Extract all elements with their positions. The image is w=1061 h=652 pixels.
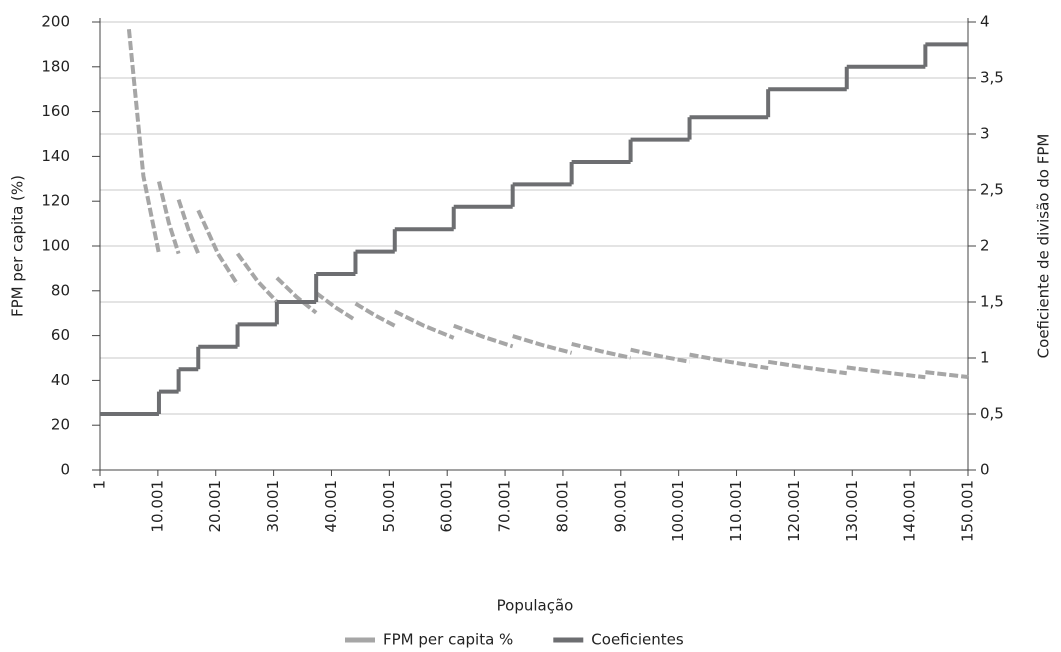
x-tick-label: 70.001	[496, 480, 514, 533]
y-tick-label: 180	[41, 57, 70, 75]
y2-tick-label: 3	[980, 125, 990, 143]
x-tick-label: 1	[91, 480, 109, 490]
y-tick-label: 200	[41, 13, 70, 31]
legend-label: Coeficientes	[591, 631, 684, 649]
y2-tick-label: 3,5	[980, 69, 1004, 87]
x-tick-label: 110.001	[727, 480, 745, 542]
y2-tick-label: 1	[980, 349, 990, 367]
y2-tick-label: 4	[980, 13, 990, 31]
y-tick-label: 80	[51, 281, 70, 299]
y-tick-label: 140	[41, 147, 70, 165]
x-axis-label: População	[497, 597, 574, 615]
y2-axis-label: Coeficiente de divisão do FPM	[1035, 134, 1053, 359]
y2-tick-label: 2,5	[980, 181, 1004, 199]
y-tick-label: 120	[41, 192, 70, 210]
x-tick-label: 100.001	[669, 480, 687, 542]
y-axis-label: FPM per capita (%)	[9, 175, 27, 317]
y-tick-label: 0	[60, 461, 70, 479]
y-tick-label: 160	[41, 102, 70, 120]
x-tick-label: 60.001	[438, 480, 456, 533]
data-line	[126, 28, 969, 380]
x-tick-label: 50.001	[380, 480, 398, 533]
x-tick-label: 130.001	[843, 480, 861, 542]
x-tick-label: 20.001	[206, 480, 224, 533]
x-tick-label: 150.001	[959, 480, 977, 542]
y2-tick-label: 0	[980, 461, 990, 479]
x-tick-label: 40.001	[322, 480, 340, 533]
y2-tick-label: 2	[980, 237, 990, 255]
y2-tick-label: 1,5	[980, 293, 1004, 311]
y2-tick-label: 0,5	[980, 405, 1004, 423]
y-tick-label: 100	[41, 237, 70, 255]
x-tick-label: 140.001	[901, 480, 919, 542]
x-tick-label: 90.001	[611, 480, 629, 533]
x-tick-label: 80.001	[553, 480, 571, 533]
y-tick-label: 20	[51, 416, 70, 434]
legend-label: FPM per capita %	[383, 631, 513, 649]
y-tick-label: 60	[51, 326, 70, 344]
x-tick-label: 30.001	[264, 480, 282, 533]
y-tick-label: 40	[51, 371, 70, 389]
x-tick-label: 10.001	[148, 480, 166, 533]
x-tick-label: 120.001	[785, 480, 803, 542]
